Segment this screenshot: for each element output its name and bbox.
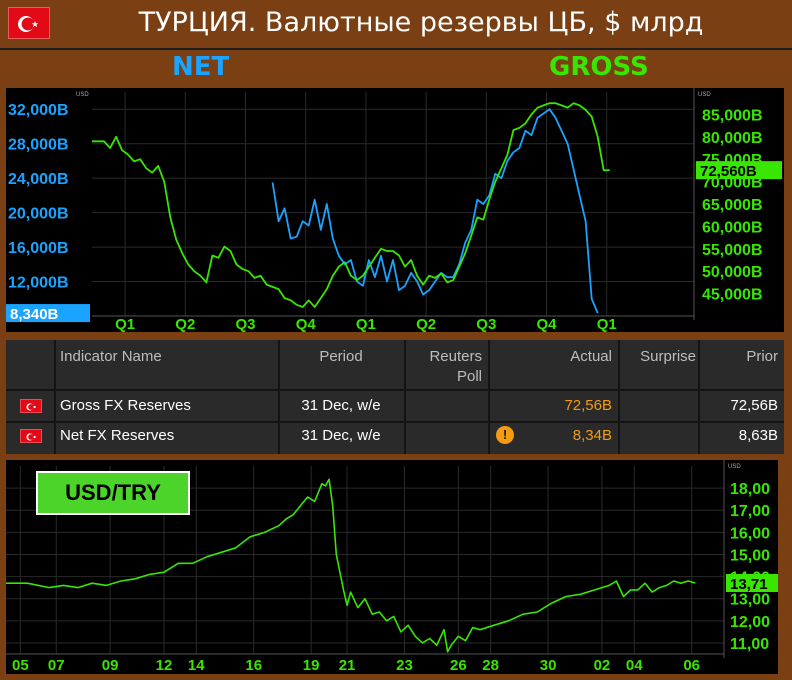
x-tick-label: 02 <box>594 657 611 674</box>
row-prior: 8,63B <box>738 427 778 444</box>
reserves-chart-panel: 12,000B 16,000B 20,000B 24,000B 28,000B 32,00… <box>6 88 784 333</box>
left-tick-label: 12,000B <box>8 275 69 292</box>
right-tick-label: 17,00 <box>730 503 770 520</box>
header-period[interactable]: Period <box>319 348 363 365</box>
last-value-badge-net <box>6 304 90 323</box>
page-header: ТУРЦИЯ. Валютные резервы ЦБ, $ млрд <box>0 0 792 48</box>
legend-net: NET <box>172 52 230 82</box>
x-tick-label: Q1 <box>115 316 135 332</box>
x-tick-label: 21 <box>339 657 356 674</box>
last-value-gross: 72,560B <box>700 163 757 180</box>
x-tick-label: 19 <box>303 657 320 674</box>
series-line-gross <box>92 102 610 308</box>
header-actual[interactable]: Actual <box>570 348 612 365</box>
left-tick-label: 16,000B <box>8 240 69 257</box>
units-label-right: USD <box>698 92 711 98</box>
header-prior[interactable]: Prior <box>746 348 778 365</box>
x-tick-label: 07 <box>48 657 65 674</box>
page-title: ТУРЦИЯ. Валютные резервы ЦБ, $ млрд <box>138 7 704 38</box>
table-divider <box>6 421 784 423</box>
header-reuters-poll[interactable]: Reuters Poll <box>429 348 482 385</box>
turkey-flag-icon <box>8 7 50 39</box>
right-tick-label: 15,00 <box>730 547 770 564</box>
indicator-table: Indicator Name Period Reuters Poll Actua… <box>6 340 784 454</box>
x-tick-label: Q3 <box>476 316 496 332</box>
table-divider <box>488 340 490 454</box>
x-tick-label: 14 <box>188 657 205 674</box>
units-label-right: USD <box>728 464 741 470</box>
x-tick-label: Q4 <box>296 316 317 332</box>
table-divider <box>54 340 56 454</box>
table-divider <box>618 340 620 454</box>
right-tick-label: 18,00 <box>730 481 770 498</box>
row-prior: 72,56B <box>730 397 778 414</box>
right-tick-label: 60,000B <box>702 219 763 236</box>
series-line-net <box>271 108 599 314</box>
units-label-left: USD <box>76 92 89 98</box>
right-tick-label: 16,00 <box>730 525 770 542</box>
x-tick-label: Q3 <box>236 316 256 332</box>
x-tick-label: Q2 <box>175 316 195 332</box>
x-tick-label: 09 <box>102 657 119 674</box>
row-indicator: Net FX Reserves <box>60 427 175 444</box>
x-tick-label: 04 <box>626 657 643 674</box>
warning-icon[interactable]: ! <box>496 426 514 444</box>
x-tick-label: Q2 <box>416 316 436 332</box>
row-period: 31 Dec, w/e <box>301 397 381 414</box>
x-tick-label: 23 <box>396 657 413 674</box>
x-tick-label: 12 <box>156 657 173 674</box>
x-tick-label: 05 <box>12 657 29 674</box>
x-tick-label: 28 <box>482 657 499 674</box>
x-tick-label: 26 <box>450 657 467 674</box>
row-actual: 72,56B <box>564 397 612 414</box>
right-tick-label: 85,000B <box>702 107 763 124</box>
x-tick-label: Q4 <box>537 316 558 332</box>
right-tick-label: 11,00 <box>730 636 769 653</box>
legend-bar: NET GROSS <box>0 48 792 88</box>
reserves-chart: 12,000B 16,000B 20,000B 24,000B 28,000B 32,00… <box>6 88 782 333</box>
row-actual: 8,34B <box>572 427 612 444</box>
left-tick-label: 24,000B <box>8 171 69 188</box>
legend-gross: GROSS <box>549 52 649 82</box>
left-tick-label: 32,000B <box>8 102 69 119</box>
usdtry-chart: 11,0012,0013,0014,0015,0016,0017,0018,00… <box>6 460 778 674</box>
right-tick-label: 12,00 <box>730 614 770 631</box>
x-tick-label: 16 <box>245 657 262 674</box>
x-tick-label: 06 <box>683 657 700 674</box>
header-indicator-name[interactable]: Indicator Name <box>60 348 162 365</box>
table-divider <box>698 340 700 454</box>
table-divider <box>6 389 784 391</box>
table-divider <box>278 340 280 454</box>
usdtry-label: USD/TRY <box>36 471 190 515</box>
left-tick-label: 20,000B <box>8 206 69 223</box>
row-indicator: Gross FX Reserves <box>60 397 191 414</box>
series-line-usdtry <box>6 478 696 653</box>
left-tick-label: 28,000B <box>8 137 69 154</box>
right-tick-label: 50,000B <box>702 264 763 281</box>
table-divider <box>404 340 406 454</box>
right-tick-label: 65,000B <box>702 197 763 214</box>
right-tick-label: 55,000B <box>702 242 763 259</box>
last-value-badge-gross <box>696 161 782 180</box>
x-tick-label: Q1 <box>597 316 617 332</box>
row-period: 31 Dec, w/e <box>301 427 381 444</box>
header-surprise[interactable]: Surprise <box>640 348 696 365</box>
last-value-badge-usdtry <box>726 574 778 593</box>
right-tick-label: 13,00 <box>730 592 770 609</box>
right-tick-label: 80,000B <box>702 130 763 147</box>
x-tick-label: 30 <box>540 657 557 674</box>
right-tick-label: 45,000B <box>702 287 763 304</box>
last-value-net: 8,340B <box>10 306 59 323</box>
x-tick-label: Q1 <box>356 316 376 332</box>
turkey-flag-icon <box>20 399 42 413</box>
turkey-flag-icon <box>20 429 42 443</box>
last-value-usdtry: 13,71 <box>730 576 768 593</box>
